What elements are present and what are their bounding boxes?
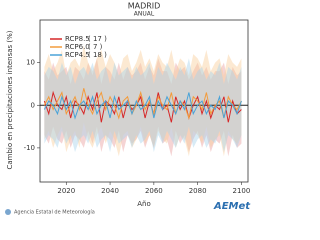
y-tick-label: 10 <box>26 59 35 67</box>
footer-agency: Agencia Estatal de Meteorología <box>14 209 95 216</box>
footer-logo: AEMet <box>213 201 251 212</box>
legend-label: RCP8.5 <box>65 35 90 43</box>
legend-label: RCP6.0 <box>65 43 90 51</box>
legend-count: ( 18 ) <box>88 51 107 59</box>
y-tick-label: 0 <box>31 101 35 109</box>
x-tick-label: 2100 <box>233 187 251 195</box>
line <box>43 88 242 120</box>
x-axis-label: Año <box>137 200 151 208</box>
chart: MADRID ANUAL Cambio en precipitaciones i… <box>5 2 251 216</box>
x-tick-label: 2020 <box>57 187 75 195</box>
line <box>43 92 242 120</box>
y-axis-label: Cambio en precipitaciones intensas (%) <box>6 30 14 169</box>
footer-icon <box>5 209 11 215</box>
plot-frame <box>39 19 249 183</box>
chart-subtitle: ANUAL <box>134 11 155 18</box>
chart-title: MADRID <box>128 2 161 11</box>
legend-label: RCP4.5 <box>65 51 90 59</box>
x-tick-label: 2040 <box>101 187 119 195</box>
x-tick-label: 2060 <box>145 187 163 195</box>
legend-count: ( 7 ) <box>88 43 103 51</box>
legend-count: ( 17 ) <box>88 35 107 43</box>
x-tick-label: 2080 <box>189 187 207 195</box>
y-tick-label: -10 <box>24 144 35 152</box>
